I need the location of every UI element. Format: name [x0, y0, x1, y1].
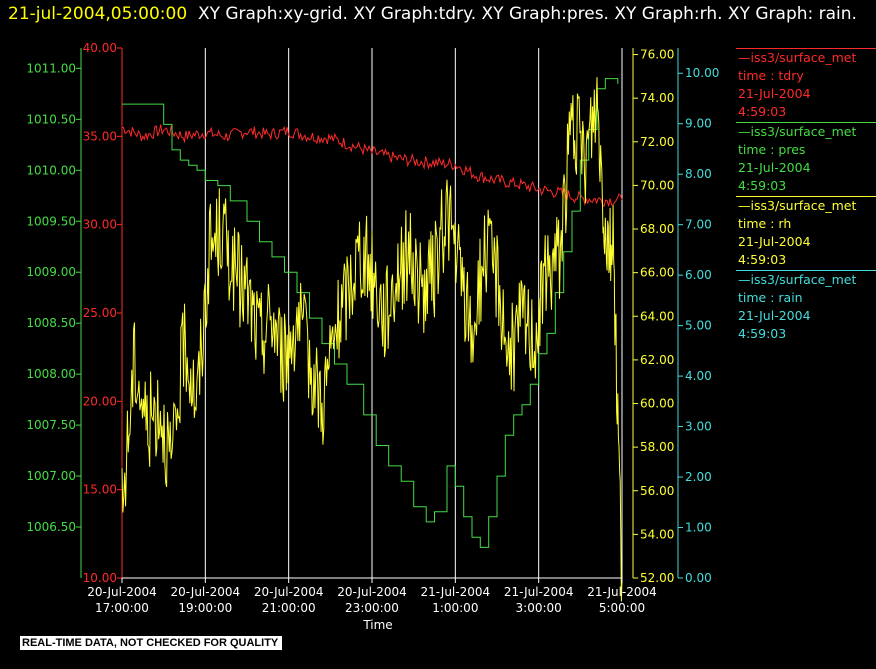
x-tick-label-time: 19:00:00 [178, 601, 232, 615]
x-axis: 20-Jul-2004 17:00:00 20-Jul-2004 19:00:00 20… [87, 577, 657, 632]
y-tick-label-rain: 2.00 [685, 470, 712, 484]
legend-field: time : rh [738, 216, 792, 231]
y-tick-label-pres: 1009.50 [26, 214, 76, 228]
y-tick-label-rain: 4.00 [685, 369, 712, 383]
x-tick-label-date: 21-Jul-2004 [587, 585, 657, 599]
legend-field: time : pres [738, 142, 806, 157]
y-tick-label-rain: 8.00 [685, 167, 712, 181]
legend-entry-rain: —iss3/surface_met time : rain 21-Jul-200… [736, 270, 876, 344]
y-tick-label-rain: 6.00 [685, 268, 712, 282]
grid [121, 48, 623, 578]
legend-date: 21-Jul-2004 [738, 160, 811, 175]
y-tick-label-rh: 64.00 [640, 309, 674, 323]
y-tick-label-rain: 9.00 [685, 117, 712, 131]
y-tick-label-rh: 68.00 [640, 222, 674, 236]
legend-date: 21-Jul-2004 [738, 308, 811, 323]
x-tick-label-time: 23:00:00 [345, 601, 399, 615]
y-tick-label-pres: 1006.50 [26, 520, 76, 534]
y-tick-label-rh: 54.00 [640, 527, 674, 541]
y-tick-label-rh: 62.00 [640, 353, 674, 367]
y-tick-label-rain: 0.00 [685, 571, 712, 585]
legend-source: —iss3/surface_met [738, 272, 857, 287]
y-tick-label-pres: 1008.00 [26, 367, 76, 381]
y-tick-label-pres: 1007.50 [26, 418, 76, 432]
y-tick-label-rain: 5.00 [685, 319, 712, 333]
y-tick-label-pres: 1010.00 [26, 163, 76, 177]
x-tick-label-date: 20-Jul-2004 [254, 585, 324, 599]
y-tick-label-tdry: 10.00 [83, 571, 117, 585]
quality-disclaimer: REAL-TIME DATA, NOT CHECKED FOR QUALITY [20, 636, 283, 650]
x-tick-label-time: 5:00:00 [599, 601, 645, 615]
legend-source: —iss3/surface_met [738, 124, 857, 139]
y-tick-label-rh: 52.00 [640, 571, 674, 585]
y-tick-label-tdry: 35.00 [83, 129, 117, 143]
y-tick-label-rain: 3.00 [685, 420, 712, 434]
legend-date: 21-Jul-2004 [738, 86, 811, 101]
header-title: XY Graph:xy-grid. XY Graph:tdry. XY Grap… [197, 4, 857, 24]
y-tick-label-rain: 1.00 [685, 521, 712, 535]
x-tick-label-time: 21:00:00 [262, 601, 316, 615]
legend-time: 4:59:03 [738, 178, 787, 193]
y-tick-label-rh: 72.00 [640, 135, 674, 149]
y-tick-label-tdry: 15.00 [83, 483, 117, 497]
x-axis-label: Time [362, 618, 392, 632]
legend-entry-tdry: —iss3/surface_met time : tdry 21-Jul-200… [736, 48, 876, 122]
legend: —iss3/surface_met time : tdry 21-Jul-200… [736, 48, 876, 344]
header-timestamp: 21-jul-2004,05:00:00 [8, 4, 188, 24]
legend-time: 4:59:03 [738, 326, 787, 341]
y-tick-label-pres: 1007.00 [26, 469, 76, 483]
legend-field: time : tdry [738, 68, 804, 83]
x-tick-label-date: 20-Jul-2004 [337, 585, 407, 599]
x-tick-label-time: 17:00:00 [95, 601, 149, 615]
y-tick-label-rh: 60.00 [640, 397, 674, 411]
y-tick-label-pres: 1009.00 [26, 265, 76, 279]
y-tick-label-tdry: 25.00 [83, 306, 117, 320]
y-tick-label-rh: 76.00 [640, 48, 674, 62]
x-tick-label-date: 20-Jul-2004 [171, 585, 241, 599]
y-tick-label-tdry: 40.00 [83, 41, 117, 55]
y-tick-label-tdry: 30.00 [83, 218, 117, 232]
y-tick-label-rh: 66.00 [640, 266, 674, 280]
series-line-pres [122, 78, 619, 548]
legend-date: 21-Jul-2004 [738, 234, 811, 249]
y-tick-label-pres: 1010.50 [26, 112, 76, 126]
page-header: 21-jul-2004,05:00:00 XY Graph:xy-grid. X… [8, 1, 868, 28]
legend-entry-rh: —iss3/surface_met time : rh 21-Jul-2004 … [736, 196, 876, 270]
x-tick-label-date: 20-Jul-2004 [87, 585, 157, 599]
y-tick-label-rh: 70.00 [640, 178, 674, 192]
legend-field: time : rain [738, 290, 803, 305]
legend-time: 4:59:03 [738, 104, 787, 119]
series-line-rh [121, 77, 623, 602]
legend-source: —iss3/surface_met [738, 198, 857, 213]
x-tick-label-time: 1:00:00 [432, 601, 478, 615]
y-tick-label-pres: 1008.50 [26, 316, 76, 330]
y-tick-label-tdry: 20.00 [83, 394, 117, 408]
y-tick-label-rh: 58.00 [640, 440, 674, 454]
legend-time: 4:59:03 [738, 252, 787, 267]
x-tick-label-date: 21-Jul-2004 [421, 585, 491, 599]
y-tick-label-pres: 1011.00 [26, 61, 76, 75]
x-tick-label-time: 3:00:00 [516, 601, 562, 615]
y-tick-label-rain: 10.00 [685, 66, 719, 80]
series-line-tdry [121, 124, 623, 207]
x-tick-label-date: 21-Jul-2004 [504, 585, 574, 599]
legend-entry-pres: —iss3/surface_met time : pres 21-Jul-200… [736, 122, 876, 196]
legend-source: —iss3/surface_met [738, 50, 857, 65]
y-tick-label-rh: 56.00 [640, 484, 674, 498]
y-tick-label-rh: 74.00 [640, 91, 674, 105]
y-tick-label-rain: 7.00 [685, 218, 712, 232]
